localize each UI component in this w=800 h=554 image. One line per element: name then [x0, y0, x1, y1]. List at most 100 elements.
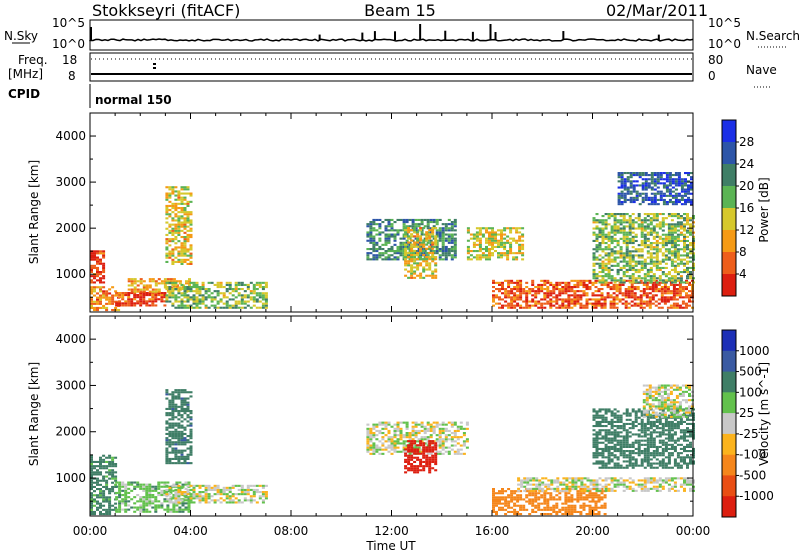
data-cell	[613, 225, 617, 228]
data-cell	[671, 190, 675, 193]
data-cell	[441, 258, 445, 261]
data-cell	[622, 258, 626, 261]
data-cell	[102, 262, 106, 265]
data-cell	[151, 502, 155, 505]
data-cell	[210, 488, 214, 491]
data-cell	[450, 239, 454, 242]
data-cell	[142, 288, 146, 291]
data-cell	[631, 239, 635, 242]
data-cell	[160, 292, 164, 295]
data-cell	[679, 271, 683, 274]
data-cell	[210, 486, 214, 489]
data-cell	[180, 453, 184, 456]
data-cell	[174, 242, 178, 245]
data-cell	[102, 458, 106, 461]
data-cell	[422, 243, 426, 246]
data-cell	[558, 281, 562, 284]
data-cell	[231, 493, 235, 496]
data-cell	[171, 462, 175, 465]
data-cell	[537, 504, 541, 507]
data-cell	[157, 278, 161, 281]
data-cell	[567, 283, 571, 286]
data-cell	[571, 481, 575, 484]
data-cell	[666, 292, 670, 295]
data-cell	[613, 229, 617, 232]
data-cell	[652, 277, 656, 280]
data-cell	[579, 306, 583, 309]
data-cell	[165, 242, 169, 245]
data-cell	[543, 279, 547, 282]
data-cell	[485, 248, 488, 251]
data-cell	[591, 492, 595, 495]
data-cell	[447, 446, 451, 449]
data-cell	[419, 256, 423, 259]
data-cell	[441, 438, 445, 441]
data-cell	[90, 275, 93, 278]
data-cell	[154, 506, 158, 509]
data-cell	[687, 196, 690, 199]
data-cell	[585, 494, 589, 497]
data-cell	[582, 286, 586, 289]
data-cell	[556, 479, 560, 482]
data-cell	[684, 180, 687, 183]
data-cell	[189, 445, 193, 448]
data-cell	[629, 192, 633, 195]
data-cell	[154, 300, 158, 303]
data-cell	[582, 292, 586, 295]
data-cell	[390, 245, 394, 248]
data-cell	[145, 496, 149, 499]
data-cell	[447, 252, 451, 255]
data-cell	[522, 292, 526, 295]
data-cell	[416, 471, 420, 474]
data-cell	[519, 306, 523, 309]
data-cell	[225, 288, 229, 291]
data-cell	[168, 401, 172, 404]
data-cell	[228, 292, 232, 295]
data-cell	[645, 286, 649, 289]
data-cell	[407, 264, 411, 267]
data-cell	[597, 290, 601, 293]
data-cell	[543, 513, 547, 516]
data-cell	[595, 227, 599, 230]
data-cell	[501, 492, 504, 495]
data-cell	[607, 231, 611, 234]
data-cell	[438, 237, 442, 240]
data-cell	[632, 184, 636, 187]
data-cell	[390, 438, 394, 441]
data-cell	[108, 471, 112, 474]
data-cell	[472, 237, 476, 240]
data-cell	[678, 286, 682, 289]
data-cell	[652, 275, 656, 278]
data-cell	[404, 243, 408, 246]
data-cell	[201, 491, 205, 494]
data-cell	[189, 236, 193, 239]
data-cell	[585, 306, 589, 309]
data-cell	[522, 290, 526, 293]
data-cell	[237, 302, 241, 305]
data-cell	[674, 182, 678, 185]
data-cell	[201, 300, 205, 303]
colorbar-tick-label: 20	[739, 179, 754, 193]
data-cell	[663, 283, 667, 286]
data-cell	[650, 176, 654, 179]
data-cell	[180, 486, 184, 489]
data-cell	[431, 243, 435, 246]
data-cell	[402, 440, 406, 443]
data-cell	[686, 219, 689, 222]
data-cell	[240, 491, 244, 494]
data-cell	[130, 280, 134, 283]
data-cell	[570, 290, 574, 293]
data-cell	[673, 242, 677, 245]
data-cell	[189, 424, 193, 427]
data-cell	[644, 184, 648, 187]
data-cell	[656, 182, 660, 185]
data-cell	[177, 486, 181, 489]
data-cell	[653, 201, 657, 204]
data-cell	[434, 243, 438, 246]
data-cell	[93, 302, 96, 305]
data-cell	[216, 484, 220, 487]
data-cell	[387, 256, 391, 259]
data-cell	[177, 225, 181, 228]
data-cell	[521, 245, 525, 248]
data-cell	[594, 492, 598, 495]
